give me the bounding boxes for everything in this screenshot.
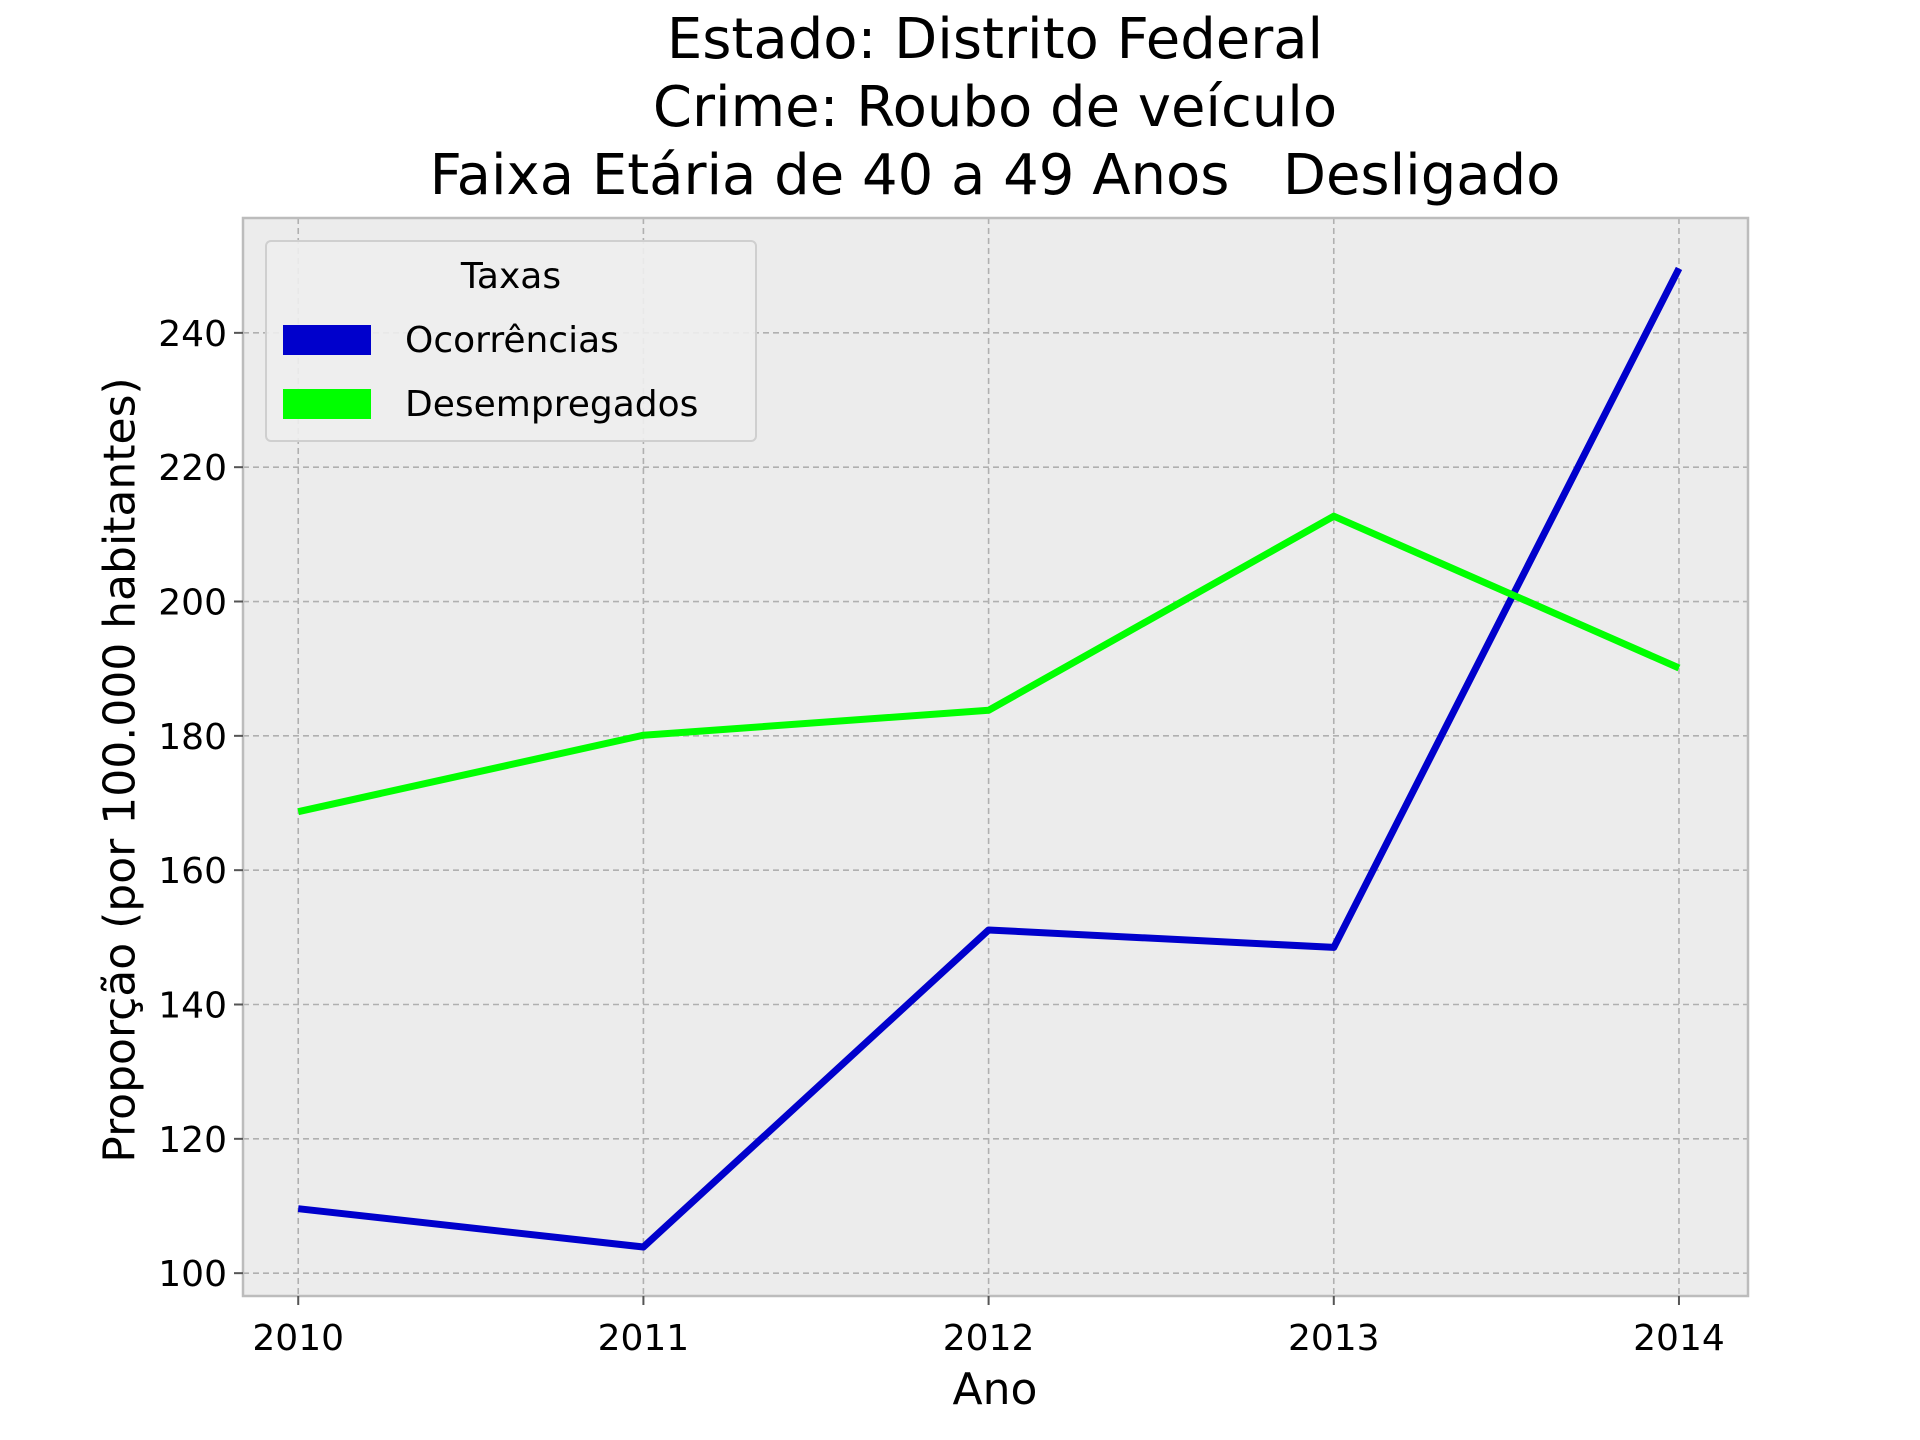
y-tick-label: 220: [158, 448, 227, 489]
legend-item-desempregados: Desempregados: [283, 382, 698, 426]
y-tick-label: 180: [158, 717, 227, 758]
y-tick-label: 100: [158, 1254, 227, 1295]
x-tick-label: 2011: [598, 1318, 690, 1359]
legend-label: Ocorrências: [405, 319, 619, 361]
y-tick-label: 200: [158, 583, 227, 624]
x-tick-label: 2012: [943, 1318, 1035, 1359]
y-tick-label: 120: [158, 1120, 227, 1161]
y-tick-label: 160: [158, 851, 227, 892]
chart-title-line-1: Estado: Distrito Federal: [666, 7, 1324, 72]
x-axis-label: Ano: [952, 1364, 1038, 1415]
legend-title: Taxas: [460, 256, 562, 297]
chart-title-line-3: Faixa Etária de 40 a 49 Anos Desligado: [429, 143, 1561, 208]
legend-item-ocorrencias: Ocorrências: [283, 318, 619, 362]
chart-title-line-2: Crime: Roubo de veículo: [652, 75, 1338, 140]
x-tick-label: 2010: [252, 1318, 344, 1359]
x-tick-label: 2013: [1288, 1318, 1380, 1359]
legend-label: Desempregados: [405, 383, 699, 425]
y-tick-label: 240: [158, 314, 227, 355]
y-axis-label: Proporção (por 100.000 habitantes): [94, 377, 146, 1163]
x-tick-label: 2014: [1633, 1318, 1725, 1359]
legend-swatch-ocorrencias: [283, 325, 371, 355]
legend-swatch-desempregados: [283, 389, 371, 419]
plot-frame: [241, 216, 1750, 1298]
legend: Taxas Ocorrências Desempregados: [265, 240, 757, 442]
y-tick-label: 140: [158, 986, 227, 1027]
